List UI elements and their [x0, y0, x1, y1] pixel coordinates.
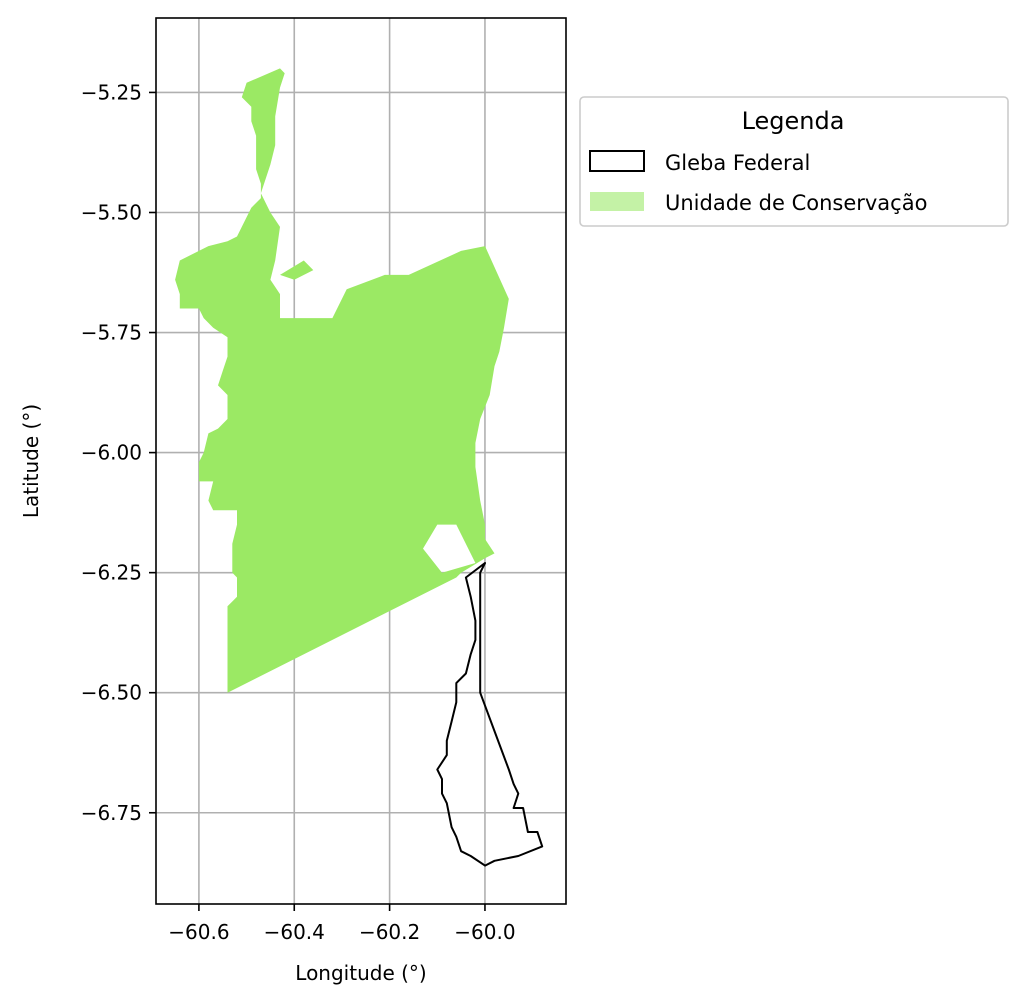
- x-tick-label: −60.0: [454, 920, 515, 944]
- legend-box: [579, 96, 1009, 227]
- x-tick-label: −60.4: [264, 920, 325, 944]
- y-tick-label: −5.75: [81, 321, 142, 345]
- legend: Legenda Gleba Federal Unidade de Conserv…: [579, 96, 1009, 227]
- legend-label-unidade-de-conservacao: Unidade de Conservação: [665, 191, 927, 215]
- legend-swatch-gleba-federal: [589, 150, 645, 172]
- legend-swatch-unidade-de-conservacao: [590, 192, 644, 211]
- y-tick-label: −6.25: [81, 561, 142, 585]
- y-tick-label: −5.25: [81, 80, 142, 104]
- unidade-de-conservacao-layer: [175, 68, 509, 693]
- y-tick-label: −6.00: [81, 441, 142, 465]
- x-axis-ticks: −60.6 −60.4 −60.2 −60.0: [168, 904, 516, 944]
- y-tick-label: −6.75: [81, 801, 142, 825]
- x-axis-label: Longitude (°): [295, 961, 426, 985]
- legend-label-gleba-federal: Gleba Federal: [665, 151, 810, 175]
- x-tick-label: −60.2: [359, 920, 420, 944]
- gleba-federal-outline: [436, 562, 544, 867]
- y-tick-label: −6.50: [81, 681, 142, 705]
- x-tick-label: −60.6: [168, 920, 229, 944]
- y-axis-label: Latitude (°): [19, 404, 43, 518]
- unidade-de-conservacao-polygon: [175, 68, 509, 693]
- legend-title: Legenda: [742, 107, 845, 135]
- gleba-federal-layer: [436, 562, 544, 867]
- y-tick-label: −5.50: [81, 200, 142, 224]
- plot-frame: [155, 17, 567, 905]
- y-axis-ticks: −5.25 −5.50 −5.75 −6.00 −6.25 −6.50 −6.75: [81, 80, 156, 825]
